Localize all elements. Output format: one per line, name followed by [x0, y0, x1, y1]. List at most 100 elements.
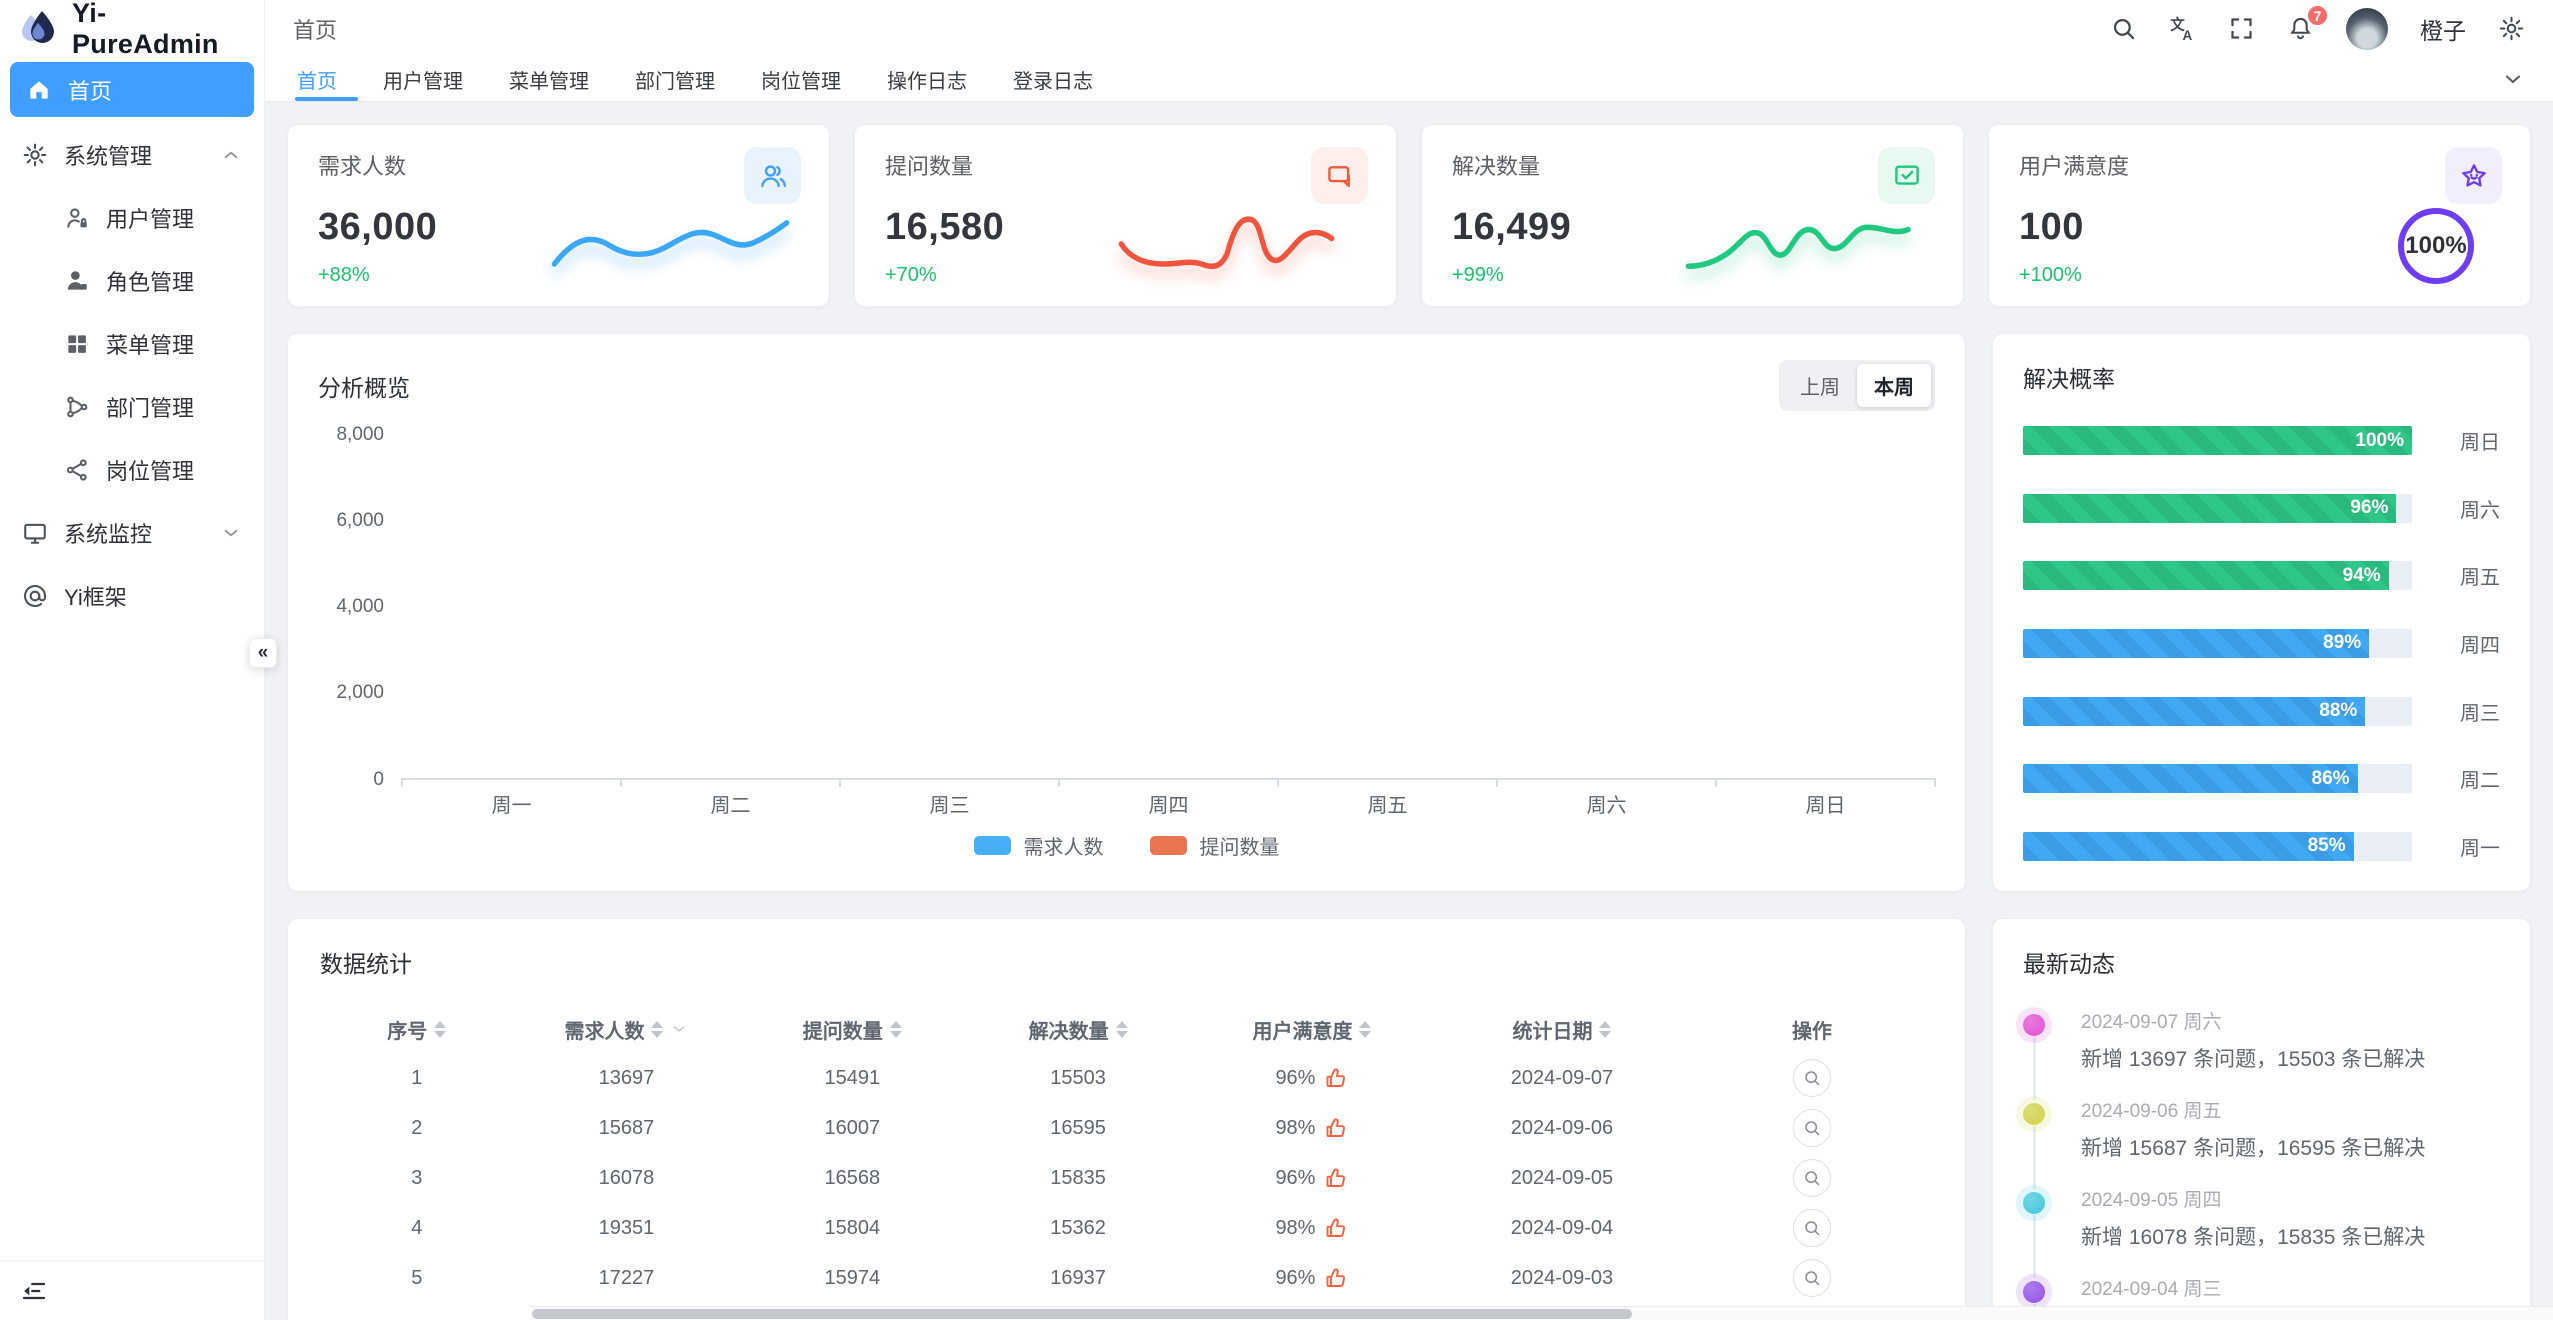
sort-carets-icon[interactable] [1599, 1020, 1612, 1038]
x-axis-tick [1276, 777, 1279, 787]
row-view-button[interactable] [1792, 1159, 1831, 1197]
table-cell: 15835 [1050, 1166, 1106, 1189]
table-cell: 16937 [1050, 1266, 1106, 1289]
solve-rate-row-周六: 96% 周六 [2023, 493, 2500, 523]
stat-card-delta: +99% [1452, 264, 1504, 286]
filter-chevron-down-icon[interactable] [670, 1020, 688, 1038]
sidebar-item-system-monitor[interactable]: 系统监控 [0, 501, 264, 564]
table-cell: 15362 [1050, 1216, 1106, 1239]
sort-carets-icon[interactable] [1359, 1020, 1372, 1038]
progress-track: 86% [2023, 764, 2412, 794]
share-icon [64, 457, 90, 483]
tab-op-log[interactable]: 操作日志 [887, 70, 967, 93]
sort-carets-icon[interactable] [651, 1020, 664, 1038]
notifications-button[interactable]: 7 [2287, 4, 2329, 42]
y-tick-label: 2,000 [336, 682, 384, 704]
column-header-提问数量[interactable]: 提问数量 [739, 1005, 965, 1053]
stat-card-value: 16,580 [885, 206, 1005, 248]
menu-fold-icon[interactable] [20, 1277, 48, 1305]
table-cell: 5 [411, 1266, 423, 1289]
sidebar-item-menu-mgmt[interactable]: 菜单管理 [0, 312, 264, 375]
table-cell: 15804 [824, 1216, 881, 1239]
sidebar-item-label: 岗位管理 [106, 458, 195, 484]
progress-day-label: 周六 [2460, 499, 2500, 522]
sidebar-item-label: 首页 [68, 78, 113, 104]
row-view-button[interactable] [1792, 1209, 1831, 1247]
progress-percent-label: 94% [2342, 564, 2381, 586]
tabbar-chevron-down-icon[interactable] [2501, 67, 2525, 91]
x-axis-tick [1715, 777, 1717, 787]
tab-menu-mgmt[interactable]: 菜单管理 [509, 70, 589, 93]
avatar[interactable] [2346, 7, 2388, 50]
sort-carets-icon[interactable] [889, 1020, 902, 1038]
column-header-统计日期[interactable]: 统计日期 [1433, 1005, 1691, 1053]
column-header-序号[interactable]: 序号 [320, 1005, 514, 1053]
sidebar-item-label: 系统管理 [64, 143, 153, 169]
home-icon [26, 77, 52, 103]
horizontal-scrollbar[interactable] [530, 1306, 2553, 1320]
table-row: 5 17227 15974 16937 96% 2024-09-03 [320, 1253, 1933, 1303]
progress-fill: 100% [2023, 426, 2412, 455]
scrollbar-thumb[interactable] [532, 1309, 1632, 1319]
sidebar-collapse-fab[interactable]: « [249, 638, 277, 668]
translate-icon[interactable]: 文 A [2169, 15, 2196, 43]
solve-rate-row-周五: 94% 周五 [2023, 561, 2500, 591]
sidebar-item-system-mgmt[interactable]: 系统管理 [0, 123, 264, 186]
table-title: 数据统计 [320, 951, 412, 977]
notification-badge: 7 [2306, 4, 2329, 27]
table-cell: 96% [1191, 1253, 1433, 1303]
progress-day-label: 周二 [2460, 770, 2500, 793]
row-view-button[interactable] [1792, 1109, 1831, 1147]
tab-dept-mgmt[interactable]: 部门管理 [635, 70, 715, 93]
x-tick-label: 周日 [1805, 794, 1846, 817]
table-row: 2 15687 16007 16595 98% 2024-09-06 [320, 1103, 1933, 1153]
stat-card-title: 解决数量 [1452, 154, 1541, 179]
satisfaction-ring: 100% [2398, 208, 2474, 284]
sparkline-red [1115, 204, 1360, 284]
legend-item-提问数量[interactable]: 提问数量 [1149, 831, 1280, 860]
x-axis-tick [1058, 777, 1060, 787]
timeline-connector [2033, 1215, 2036, 1278]
timeline-dot-icon [2023, 1014, 2045, 1036]
progress-fill: 86% [2023, 764, 2358, 794]
sidebar-item-yi-framework[interactable]: Yi框架 [0, 564, 264, 627]
table-cell: 98% [1191, 1103, 1433, 1153]
search-icon[interactable] [2110, 15, 2137, 42]
stat-card-title: 用户满意度 [2019, 154, 2130, 179]
sidebar-item-post-mgmt[interactable]: 岗位管理 [0, 438, 264, 501]
stat-card-title: 提问数量 [885, 154, 974, 179]
sidebar-item-home[interactable]: 首页 [10, 62, 254, 117]
row-view-button[interactable] [1792, 1259, 1831, 1297]
column-header-需求人数[interactable]: 需求人数 [514, 1005, 740, 1053]
tab-post-mgmt[interactable]: 岗位管理 [761, 70, 841, 93]
progress-percent-label: 86% [2311, 767, 2350, 789]
stat-card-questions: 提问数量 16,580 +70% [855, 125, 1396, 306]
sort-carets-icon[interactable] [1115, 1020, 1128, 1038]
sidebar-footer [0, 1260, 264, 1320]
thumb-icon [1324, 1216, 1348, 1240]
chevron-up-icon [220, 144, 242, 166]
tab-user-mgmt[interactable]: 用户管理 [383, 70, 463, 93]
row-view-button[interactable] [1792, 1059, 1831, 1097]
sort-carets-icon[interactable] [434, 1020, 447, 1038]
table-cell-actions [1691, 1253, 1933, 1303]
user-name[interactable]: 橙子 [2420, 17, 2466, 44]
toggle-上周[interactable]: 上周 [1783, 364, 1857, 407]
tab-home[interactable]: 首页 [293, 57, 360, 101]
settings-gear-icon[interactable] [2498, 15, 2525, 42]
sidebar-item-role-mgmt[interactable]: 角色管理 [0, 249, 264, 312]
sidebar-item-dept-mgmt[interactable]: 部门管理 [0, 375, 264, 438]
x-tick-label: 周六 [1586, 794, 1627, 817]
toggle-本周[interactable]: 本周 [1857, 364, 1931, 407]
sidebar-item-user-mgmt[interactable]: 用户管理 [0, 186, 264, 249]
fullscreen-icon[interactable] [2228, 15, 2255, 42]
table-cell: 4 [411, 1216, 423, 1239]
column-header-解决数量[interactable]: 解决数量 [965, 1005, 1191, 1053]
stat-card-value: 100 [2019, 206, 2084, 248]
x-tick-label: 周一 [491, 794, 532, 817]
tab-login-log[interactable]: 登录日志 [1013, 70, 1093, 93]
progress-percent-label: 85% [2307, 835, 2346, 857]
legend-item-需求人数[interactable]: 需求人数 [973, 831, 1104, 860]
column-header-用户满意度[interactable]: 用户满意度 [1191, 1005, 1433, 1053]
latest-news-card: 最新动态 2024-09-07 周六 新增 13697 条问题，15503 条已解… [1993, 919, 2530, 1320]
